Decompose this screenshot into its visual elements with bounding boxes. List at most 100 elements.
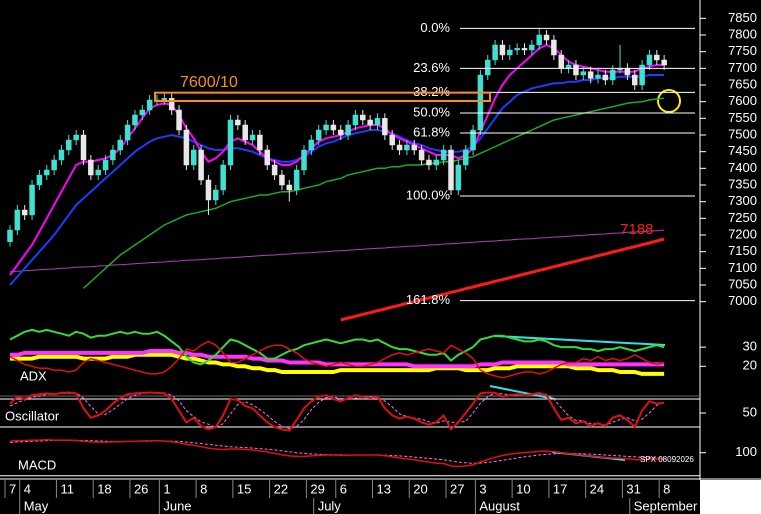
indicator-line (9, 340, 665, 379)
fib-label: 23.6% (413, 60, 450, 75)
candle-body (66, 139, 72, 151)
candle-body (448, 149, 454, 191)
panel-label: Oscillator (5, 408, 60, 423)
fib-label: 100.0% (406, 187, 451, 202)
x-tick-label: 10 (516, 481, 530, 496)
indicator-line (9, 439, 665, 468)
y-tick-label: 7650 (728, 76, 757, 91)
divergence-line (494, 335, 666, 346)
x-tick-label: 6 (340, 481, 347, 496)
candle-body (213, 189, 219, 201)
overlay-line (340, 237, 665, 322)
candle-body (507, 49, 513, 56)
fib-label: 50.0% (413, 104, 450, 119)
candle-body (73, 134, 79, 141)
x-tick-label: 4 (24, 481, 31, 496)
candle-body (433, 159, 440, 166)
candle-body (257, 134, 263, 151)
candle-body (404, 144, 410, 151)
candle-body (249, 134, 256, 141)
y-tick-label: 7350 (728, 176, 757, 191)
candle-body (521, 48, 528, 51)
candle-body (470, 129, 476, 151)
indicator-line (10, 349, 665, 369)
candle-body (161, 98, 168, 101)
fib-label: 161.8% (406, 292, 451, 307)
candle-body (330, 124, 337, 131)
candle-body (595, 74, 601, 79)
y-tick-label: 7200 (728, 226, 757, 241)
x-tick-label: 24 (590, 481, 604, 496)
fib-label: 0.0% (420, 20, 450, 35)
x-tick-label: 17 (553, 481, 567, 496)
candle-body (382, 118, 388, 136)
candle-body (315, 129, 322, 141)
candle-body (551, 39, 557, 56)
month-label: September (634, 498, 698, 513)
candle-body (455, 164, 462, 191)
candle-body (88, 159, 94, 176)
candle-body (587, 71, 594, 79)
panel-label: ADX (20, 368, 47, 383)
indicator-line (9, 328, 665, 366)
y-tick-label: 7400 (728, 160, 757, 175)
month-label: June (163, 498, 191, 513)
y-tick-label: 30 (743, 339, 757, 354)
candle-body (36, 174, 43, 186)
fib-label: 38.2% (413, 84, 450, 99)
candle-body (132, 114, 138, 126)
candle-body (124, 124, 131, 141)
candle-body (374, 118, 381, 126)
candle-body (198, 149, 204, 181)
y-tick-label: 7050 (728, 276, 757, 291)
x-tick-label: 18 (97, 481, 111, 496)
candle-body (609, 69, 616, 81)
y-tick-label: 7700 (728, 60, 757, 75)
x-tick-label: 3 (479, 481, 486, 496)
x-tick-label: 15 (237, 481, 251, 496)
y-tick-label: 7250 (728, 210, 757, 225)
candle-body (191, 149, 197, 166)
candle-body (338, 129, 344, 136)
candle-body (632, 74, 638, 86)
x-tick-label: 31 (626, 481, 640, 496)
x-tick-label: 22 (274, 481, 288, 496)
candle-body (205, 179, 212, 201)
candle-body (220, 164, 226, 191)
candle-body (95, 169, 101, 176)
candle-body (29, 184, 35, 216)
candle-body (176, 109, 182, 131)
candle-body (529, 44, 535, 51)
candle-body (602, 74, 609, 81)
candle-body (80, 134, 87, 161)
candle-body (102, 159, 109, 171)
y-tick-label: 20 (743, 358, 757, 373)
x-tick-label: 8 (663, 481, 670, 496)
x-tick-label: 13 (377, 481, 391, 496)
panel-label: MACD (18, 457, 56, 472)
candle-body (51, 159, 57, 171)
candle-body (146, 99, 153, 111)
candle-body (367, 119, 373, 126)
y-tick-label: 7500 (728, 126, 757, 141)
candle-body (286, 184, 293, 191)
y-tick-label: 7750 (728, 43, 757, 58)
y-tick-label: 50 (743, 404, 757, 419)
overlay-line (9, 229, 665, 273)
x-tick-label: 26 (134, 481, 148, 496)
y-tick-label: 7850 (728, 10, 757, 25)
candle-body (110, 149, 116, 161)
candle-body (168, 98, 175, 111)
candle-body (661, 59, 667, 66)
candle-body (440, 149, 447, 161)
candle-body (477, 74, 484, 131)
y-tick-label: 7000 (728, 293, 757, 308)
candle-body (654, 54, 660, 61)
x-tick-label: 27 (450, 481, 464, 496)
candle-body (117, 139, 123, 151)
candle-body (462, 149, 469, 166)
candle-body (352, 114, 359, 126)
y-tick-label: 7100 (728, 260, 757, 275)
